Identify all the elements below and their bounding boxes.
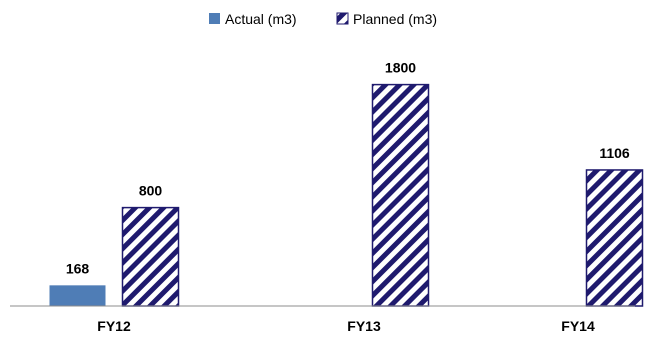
legend-item-actual: Actual (m3) — [209, 11, 297, 27]
x-axis-label-fy13: FY13 — [347, 318, 381, 334]
bar-planned-fy13 — [371, 83, 430, 307]
x-axis-labels: FY12 FY13 FY14 — [97, 318, 595, 334]
data-label-planned-fy13: 1800 — [385, 60, 416, 76]
bar-actual-fy12 — [49, 285, 106, 306]
legend-label-actual: Actual (m3) — [225, 11, 297, 27]
bar-planned-fy12 — [121, 206, 180, 307]
legend-swatch-planned — [336, 12, 349, 25]
legend: Actual (m3) Planned (m3) — [209, 11, 437, 27]
data-label-actual-fy12: 168 — [66, 260, 90, 276]
x-axis-label-fy14: FY14 — [561, 318, 595, 334]
x-axis-label-fy12: FY12 — [97, 318, 131, 334]
labels-group: 168 800 1800 1106 — [66, 60, 630, 277]
legend-label-planned: Planned (m3) — [353, 11, 437, 27]
bar-planned-fy14 — [585, 169, 644, 307]
legend-item-planned: Planned (m3) — [336, 11, 437, 27]
data-label-planned-fy12: 800 — [139, 183, 163, 199]
data-label-planned-fy14: 1106 — [599, 145, 630, 161]
legend-swatch-actual — [209, 13, 220, 24]
bars-group — [49, 83, 644, 307]
